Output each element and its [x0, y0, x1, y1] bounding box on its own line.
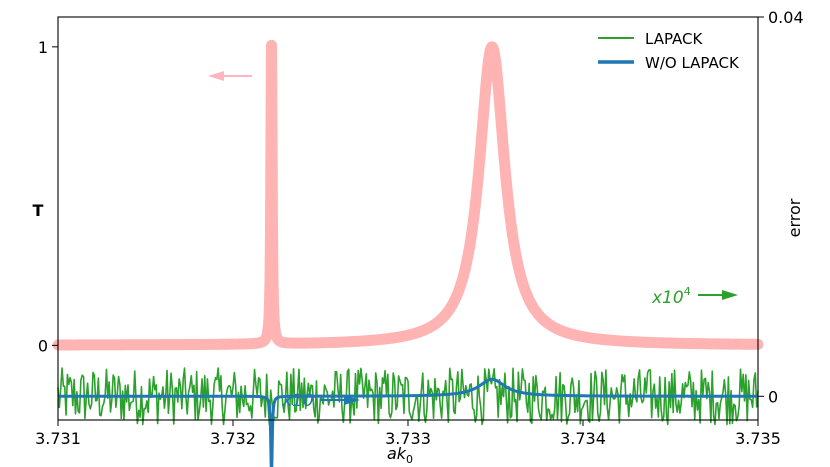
x-tick-label: 3.734	[560, 429, 606, 448]
x-axis-label: ak0	[387, 444, 413, 466]
left-arrow-head	[208, 71, 224, 81]
lapack-scale-base: x10	[651, 288, 684, 308]
series-line-lapack	[57, 367, 759, 426]
x-tick-label: 3.732	[210, 429, 256, 448]
axes-frame	[57, 16, 759, 421]
wo-lapack-scale-annotation: x10	[281, 391, 360, 411]
right-tick-label: 0.04	[768, 8, 804, 27]
x-tick-label: 3.731	[35, 429, 81, 448]
x-axis-label-main: ak	[387, 444, 407, 463]
legend-label-lapack: LAPACK	[645, 30, 704, 48]
right-tick-label: 0	[768, 387, 778, 406]
left-axis-label: T	[33, 201, 44, 220]
series-line-wo-lapack	[57, 377, 759, 467]
lapack-arrow-head	[722, 290, 738, 300]
x-axis: 3.731 3.732 3.733 3.734 3.735	[35, 420, 781, 448]
lapack-scale-label: x104	[651, 285, 691, 308]
lapack-scale-annotation: x104	[651, 285, 738, 308]
lapack-scale-exponent: 4	[684, 285, 691, 298]
transmission-axis-arrow	[208, 71, 252, 81]
legend: LAPACK W/O LAPACK	[598, 30, 740, 72]
left-tick-label: 0	[38, 336, 48, 355]
right-y-axis: 00.04	[758, 8, 804, 406]
x-tick-label: 3.735	[735, 429, 781, 448]
right-axis-label: error	[785, 198, 804, 237]
wo-lapack-scale-label: x10	[281, 391, 314, 411]
x-tick-label: 3.733	[385, 429, 431, 448]
legend-label-wo-lapack: W/O LAPACK	[645, 54, 740, 72]
plot-area	[52, 39, 764, 467]
wo-lapack-arrow-head	[344, 395, 360, 405]
annotations: x10 x104	[208, 71, 738, 411]
transmission-line	[52, 39, 764, 351]
left-tick-label: 1	[38, 38, 48, 57]
x-axis-label-subscript: 0	[406, 453, 413, 466]
left-y-axis: 01	[38, 38, 58, 355]
